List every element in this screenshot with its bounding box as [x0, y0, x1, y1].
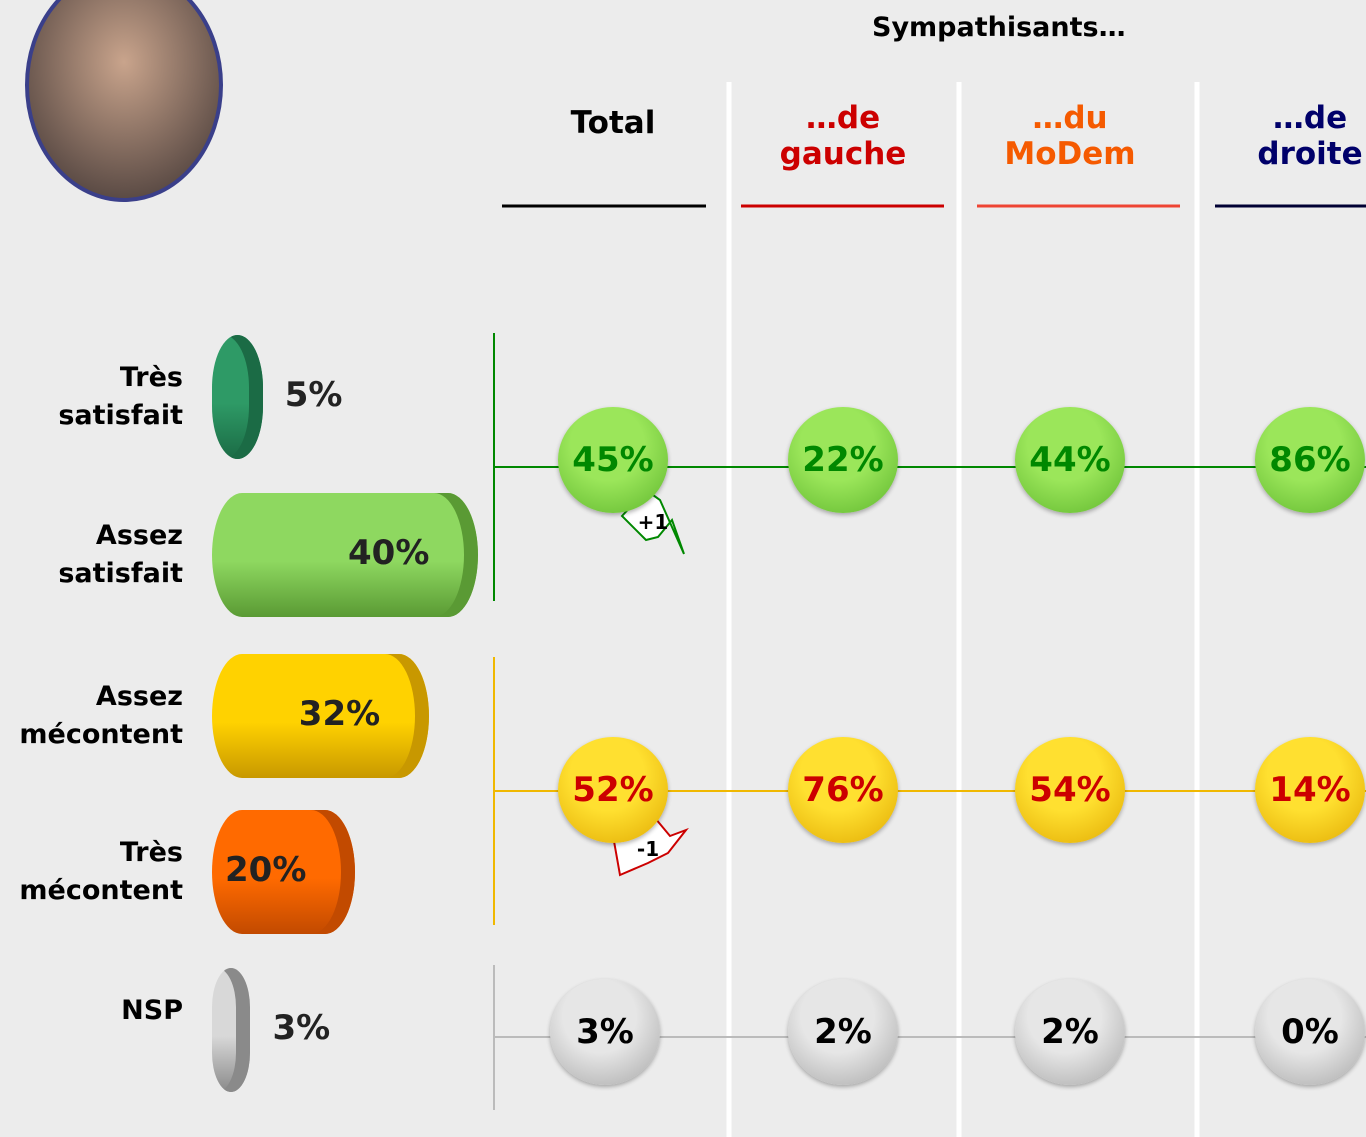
row-label: Assez mécontent	[19, 681, 183, 750]
row-label: Très mécontent	[19, 837, 183, 906]
heading: Sympathisants…	[872, 12, 1126, 43]
bubble: 2%	[788, 979, 898, 1085]
bubble: 2%	[1015, 979, 1125, 1085]
column-header: Total	[570, 105, 656, 141]
column-header: …de gauche	[779, 100, 907, 172]
separators	[726, 82, 1200, 1137]
bubble: 44%	[1015, 407, 1125, 513]
bubble: 45%	[558, 407, 668, 513]
change: +1	[637, 510, 669, 534]
change: -1	[636, 837, 660, 861]
row-label: Assez satisfait	[58, 520, 183, 589]
portrait	[25, 0, 223, 202]
bar	[212, 810, 355, 934]
bar	[212, 654, 429, 778]
bar-value: 40%	[348, 533, 430, 573]
bar-value: 3%	[272, 1008, 331, 1048]
bar	[212, 968, 251, 1092]
bubble: 0%	[1255, 979, 1365, 1085]
bar-value: 5%	[284, 375, 343, 415]
bubble: 52%	[558, 737, 668, 843]
bubble: 14%	[1255, 737, 1365, 843]
bubble: 22%	[788, 407, 898, 513]
bar	[212, 335, 263, 459]
bar	[212, 493, 478, 617]
column-header: …du MoDem	[1004, 100, 1136, 172]
row-label: NSP	[121, 995, 183, 1026]
bubble: 86%	[1255, 407, 1365, 513]
bubble: 54%	[1015, 737, 1125, 843]
row-label: Très satisfait	[58, 362, 183, 431]
bar-value: 20%	[225, 850, 307, 890]
bubble: 76%	[788, 737, 898, 843]
bubble: 3%	[550, 979, 660, 1085]
column-header: …de droite	[1257, 100, 1363, 172]
bar-value: 32%	[298, 694, 381, 734]
